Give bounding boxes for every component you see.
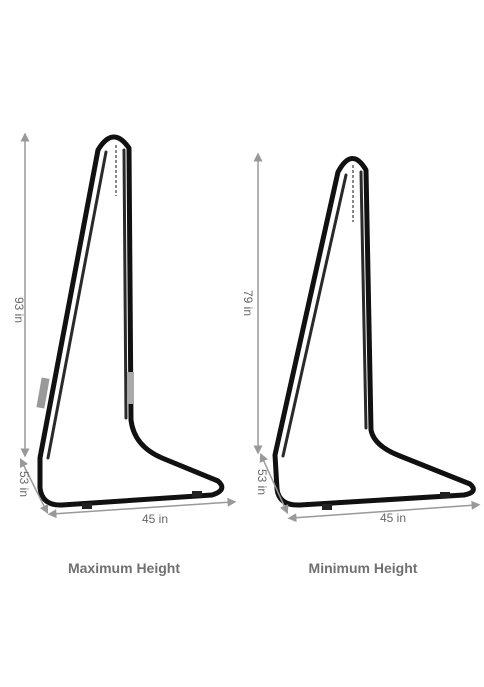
depth-label: 53 in	[255, 469, 269, 495]
width-label: 45 in	[142, 512, 168, 526]
width-label: 45 in	[380, 511, 406, 525]
caption: Maximum Height	[68, 560, 180, 576]
width-arrow	[47, 497, 237, 519]
height-label: 93 in	[12, 297, 26, 323]
depth-label: 53 in	[17, 471, 31, 497]
height-label: 79 in	[241, 290, 255, 316]
depth-arrow	[259, 452, 289, 515]
width-arrow	[287, 500, 481, 523]
depth-arrow	[19, 457, 49, 515]
caption: Minimum Height	[309, 560, 418, 576]
